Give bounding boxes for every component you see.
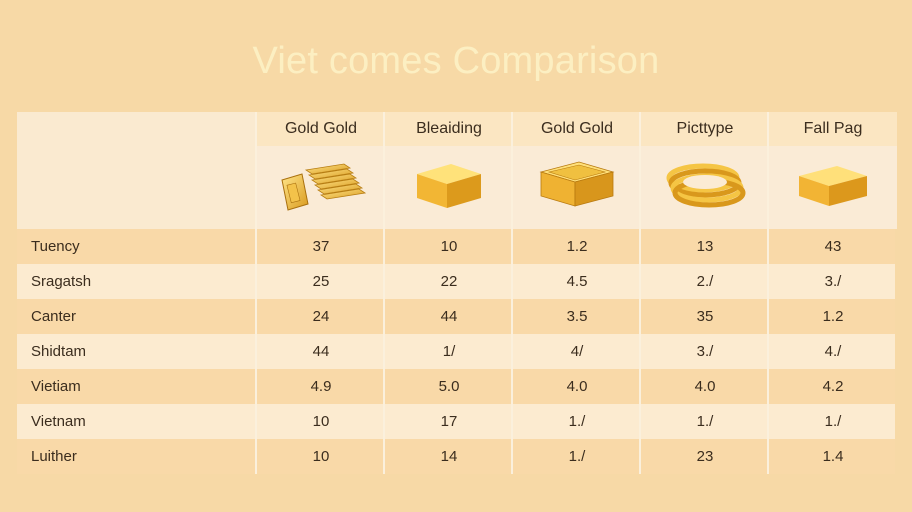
column-label: Gold Gold xyxy=(513,112,641,146)
column-header-3: Gold Gold xyxy=(511,112,641,229)
row-label: Luither xyxy=(31,448,77,465)
table-cell: 1./ xyxy=(767,404,897,439)
table-cell: 10 xyxy=(255,439,385,474)
column-header-1: Gold Gold xyxy=(255,112,385,229)
table-cell: 1.2 xyxy=(511,229,641,264)
column-label: Bleaiding xyxy=(385,112,513,146)
table-corner xyxy=(17,112,255,229)
table-row: Shidtam 44 1/4/3./4./ xyxy=(17,334,895,369)
table-cell: 35 xyxy=(639,299,769,334)
table-cell: 10 xyxy=(255,404,385,439)
row-label: Canter xyxy=(31,308,77,325)
table-row: Canter 24 44 3.5 35 1.2 xyxy=(17,299,895,334)
table-cell: 2./ xyxy=(639,264,769,299)
column-label: Fall Pag xyxy=(769,112,897,146)
table-cell: 13 xyxy=(639,229,769,264)
row-label: Shidtam xyxy=(31,343,87,360)
column-header-5: Fall Pag xyxy=(767,112,897,229)
row-label: Tuency xyxy=(31,238,80,255)
table-cell: 3.5 xyxy=(511,299,641,334)
table-cell: 14 xyxy=(383,439,513,474)
table-cell: 17 xyxy=(383,404,513,439)
gold-box-icon xyxy=(513,146,641,229)
table-row: Tuency 37 10 1.2 13 43 xyxy=(17,229,895,264)
table-cell: 1.4 xyxy=(767,439,897,474)
table-cell: 1./ xyxy=(511,439,641,474)
column-label: Picttype xyxy=(641,112,769,146)
table-cell: 43 xyxy=(767,229,897,264)
gold-coils-icon xyxy=(641,146,769,229)
table-cell: 24 xyxy=(255,299,385,334)
table-cell: 4.0 xyxy=(511,369,641,404)
stacked-gold-bars-icon xyxy=(257,146,385,229)
gold-cube-icon xyxy=(385,146,513,229)
row-label: Vietnam xyxy=(31,413,86,430)
table-cell: 4./ xyxy=(767,334,897,369)
row-label: Sragatsh xyxy=(31,273,92,290)
column-header-2: Bleaiding xyxy=(383,112,513,229)
table-cell: 4.2 xyxy=(767,369,897,404)
table-cell: 1/ xyxy=(383,334,513,369)
column-header-4: Picttype xyxy=(639,112,769,229)
table-cell: 3./ xyxy=(767,264,897,299)
table-cell: 10 xyxy=(383,229,513,264)
table-row: Luither 10 14 1./23 1.4 xyxy=(17,439,895,474)
table-cell: 44 xyxy=(383,299,513,334)
table-cell: 1./ xyxy=(639,404,769,439)
column-label: Gold Gold xyxy=(257,112,385,146)
table-cell: 22 xyxy=(383,264,513,299)
table-cell: 4.9 xyxy=(255,369,385,404)
table-cell: 1./ xyxy=(511,404,641,439)
table-cell: 3./ xyxy=(639,334,769,369)
table-cell: 25 xyxy=(255,264,385,299)
row-label: Vietiam xyxy=(31,378,81,395)
table-cell: 23 xyxy=(639,439,769,474)
comparison-table: Gold Gold Bleaiding Gold Gold Picttype F… xyxy=(17,112,897,474)
table-row: Vietnam 10 17 1./1./1./ xyxy=(17,404,895,439)
table-row: Vietiam 4.9 5.0 4.0 4.0 4.2 xyxy=(17,369,895,404)
table-cell: 4.0 xyxy=(639,369,769,404)
table-cell: 4/ xyxy=(511,334,641,369)
table-cell: 37 xyxy=(255,229,385,264)
table-row: Sragatsh 25 22 4.5 2./3./ xyxy=(17,264,895,299)
gold-block-icon xyxy=(769,146,897,229)
table-cell: 1.2 xyxy=(767,299,897,334)
page-title: Viet comes Comparison xyxy=(252,40,660,82)
table-cell: 44 xyxy=(255,334,385,369)
table-cell: 5.0 xyxy=(383,369,513,404)
table-cell: 4.5 xyxy=(511,264,641,299)
